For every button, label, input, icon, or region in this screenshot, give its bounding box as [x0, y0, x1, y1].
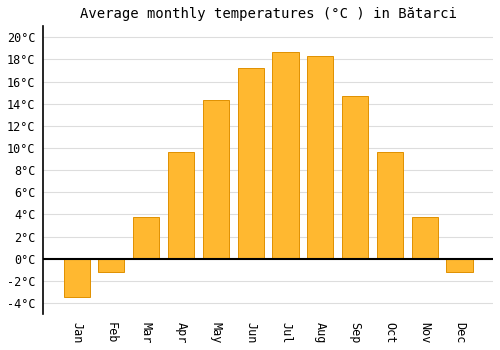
- Title: Average monthly temperatures (°C ) in Bătarci: Average monthly temperatures (°C ) in Bă…: [80, 7, 456, 21]
- Bar: [64, 259, 90, 298]
- Bar: [133, 217, 160, 259]
- Bar: [168, 153, 194, 259]
- Bar: [98, 259, 124, 272]
- Bar: [238, 68, 264, 259]
- Bar: [203, 100, 229, 259]
- Bar: [272, 52, 298, 259]
- Bar: [446, 259, 472, 272]
- Bar: [377, 153, 403, 259]
- Bar: [307, 56, 334, 259]
- Bar: [342, 96, 368, 259]
- Bar: [412, 217, 438, 259]
